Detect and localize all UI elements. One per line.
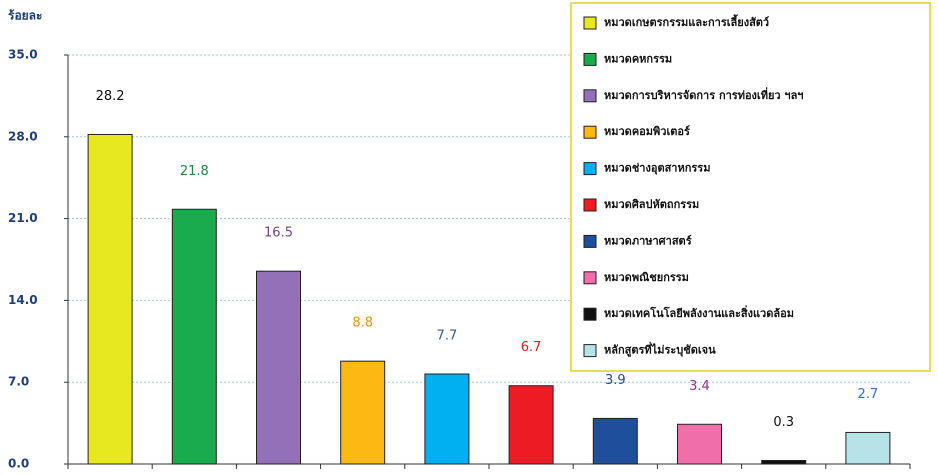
y-tick-label: 35.0: [8, 48, 38, 62]
legend-box: [570, 2, 931, 372]
legend-swatch: [583, 344, 597, 358]
legend-swatch: [583, 16, 597, 30]
legend-label: หมวดภาษาศาสตร์: [604, 234, 692, 247]
legend-swatch: [583, 125, 597, 139]
legend-label: หลักสูตรที่ไม่ระบุชัดเจน: [604, 342, 716, 358]
legend-label: หมวดศิลปหัตถกรรม: [604, 198, 699, 211]
y-tick-label: 21.0: [8, 211, 38, 225]
legend-swatch: [583, 52, 597, 66]
legend-swatch: [583, 234, 597, 248]
bar: [340, 360, 386, 465]
value-label: 21.8: [180, 164, 209, 179]
legend-label: หมวดเทคโนโลยีพลังงานและสิ่งแวดล้อม: [604, 305, 794, 320]
legend-label: หมวดพณิชยกรรม: [604, 271, 689, 284]
legend-swatch: [583, 307, 597, 321]
y-tick-label: 7.0: [8, 375, 29, 389]
y-tick-label: 0.0: [8, 457, 29, 471]
value-label: 16.5: [264, 226, 293, 241]
value-label: 0.3: [773, 415, 794, 430]
legend-swatch: [583, 89, 597, 103]
bar: [845, 431, 891, 465]
bar: [761, 459, 807, 465]
legend-swatch: [583, 271, 597, 285]
legend-swatch: [583, 162, 597, 176]
legend-label: หมวดการบริหารจัดการ การท่องเที่ยว ฯลฯ: [604, 87, 804, 102]
value-label: 6.7: [521, 340, 542, 355]
y-tick-label: 14.0: [8, 293, 38, 307]
bar: [171, 208, 217, 465]
y-tick-label: 28.0: [8, 129, 38, 143]
y-axis-label: ร้อยละ: [8, 9, 42, 23]
legend-label: หมวดเกษตรกรรมและการเลี้ยงสัตว์: [604, 14, 769, 29]
legend-label: หมวดคหกรรม: [604, 52, 672, 65]
value-label: 2.7: [858, 387, 879, 402]
bar: [256, 270, 301, 465]
bar: [87, 133, 133, 465]
value-label: 7.7: [437, 329, 458, 344]
value-label: 3.4: [689, 379, 710, 394]
value-label: 28.2: [96, 89, 125, 104]
bar: [424, 373, 470, 465]
legend-swatch: [583, 198, 597, 212]
bar: [677, 423, 722, 465]
value-label: 3.9: [605, 373, 626, 388]
legend-label: หมวดคอมพิวเตอร์: [604, 125, 690, 138]
bar: [592, 417, 638, 465]
legend-label: หมวดช่างอุตสาหกรรม: [604, 162, 710, 176]
bar: [508, 385, 554, 465]
value-label: 8.8: [352, 316, 373, 331]
